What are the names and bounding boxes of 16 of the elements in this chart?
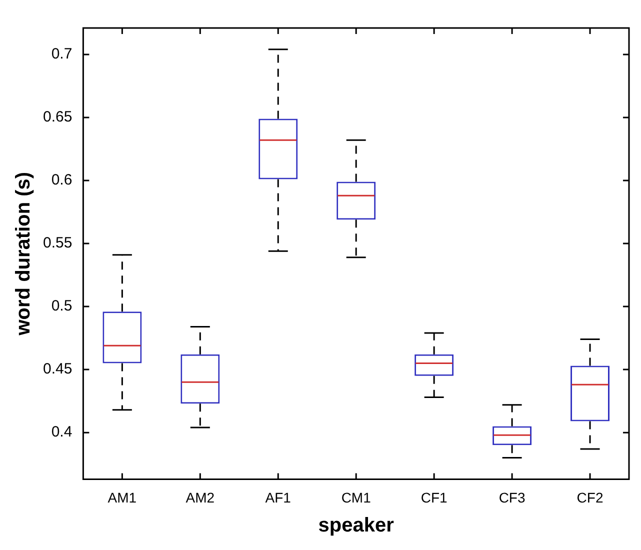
- x-tick-label: CM1: [341, 489, 372, 506]
- y-tick-label: 0.45: [42, 360, 72, 378]
- x-tick-label: AM1: [108, 489, 137, 506]
- x-tick-label: CF3: [498, 489, 526, 506]
- y-tick-label: 0.5: [51, 298, 72, 315]
- y-axis-title: word duration (s): [12, 172, 35, 336]
- y-tick-label: 0.65: [42, 108, 72, 126]
- x-tick-label: AF1: [265, 489, 292, 506]
- x-tick-label: CF1: [420, 489, 448, 506]
- x-tick-label: CF2: [576, 489, 604, 506]
- x-tick-label: AM2: [186, 489, 215, 506]
- y-tick-label: 0.7: [51, 46, 72, 63]
- x-axis-title: speaker: [318, 514, 394, 537]
- y-tick-label: 0.55: [42, 234, 72, 252]
- y-tick-label: 0.6: [51, 172, 72, 189]
- y-tick-label: 0.4: [51, 424, 72, 441]
